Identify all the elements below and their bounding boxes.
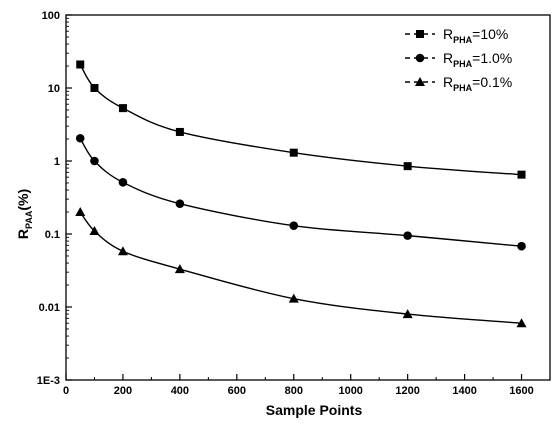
data-point — [516, 318, 527, 328]
series-line — [79, 137, 522, 247]
legend-label: RPHA=1.0% — [443, 50, 512, 69]
plot-border — [65, 14, 551, 381]
legend-label-sub: PHA — [453, 59, 473, 69]
data-point — [90, 156, 99, 166]
legend-label-rest: =0.1% — [472, 74, 512, 90]
series-line — [79, 64, 522, 176]
y-tick-label: 10 — [48, 83, 60, 95]
series-layer — [75, 60, 527, 328]
x-tick-label: 1400 — [452, 385, 476, 397]
data-point — [517, 241, 526, 251]
x-axis: 0 200 400 600 800 1000 1200 1400 1600 — [63, 374, 534, 397]
data-point — [289, 221, 299, 230]
data-point — [174, 264, 185, 274]
x-tick-label: 1000 — [338, 385, 362, 397]
legend-label-sub: PHA — [453, 83, 473, 93]
y-axis-title-main: R — [15, 229, 31, 239]
series-circle — [75, 133, 526, 251]
data-point — [75, 133, 85, 143]
y-tick-label: 100 — [42, 10, 60, 22]
data-point — [175, 199, 185, 209]
x-tick-label: 600 — [228, 385, 246, 397]
y-axis-title-unit: (%) — [15, 189, 31, 211]
y-axis: 1E-3 0.01 0.1 1 10 100 — [37, 10, 72, 387]
legend-label-main: R — [443, 74, 453, 90]
plot-frame — [65, 14, 551, 381]
series-triangle — [75, 207, 527, 328]
y-tick-label: 0.1 — [45, 229, 60, 241]
legend-marker — [416, 30, 424, 38]
data-point — [90, 84, 99, 92]
data-point — [118, 104, 127, 113]
legend-marker — [415, 53, 425, 63]
legend-label: RPHA=10% — [443, 26, 508, 45]
data-point — [288, 293, 299, 303]
y-axis-title-sub: PAA — [24, 210, 34, 229]
legend: RPHA=10%RPHA=1.0%RPHA=0.1% — [405, 26, 512, 93]
legend-item: RPHA=0.1% — [405, 74, 512, 93]
legend-item: RPHA=10% — [405, 26, 508, 45]
data-point — [117, 246, 128, 256]
data-point — [75, 207, 86, 217]
series-line — [79, 211, 522, 324]
data-point — [89, 225, 100, 235]
data-point — [517, 170, 526, 179]
x-tick-label: 1200 — [395, 385, 419, 397]
legend-label-rest: =1.0% — [472, 50, 512, 66]
legend-label-rest: =10% — [472, 26, 508, 42]
y-axis-title: RPAA(%) — [15, 189, 34, 239]
legend-label-sub: PHA — [453, 35, 473, 45]
series-square — [76, 60, 526, 179]
legend-label-main: R — [443, 26, 453, 42]
data-point — [403, 231, 412, 240]
x-tick-label: 200 — [114, 385, 132, 397]
data-point — [76, 60, 85, 69]
x-axis-title: Sample Points — [266, 402, 363, 418]
x-tick-label: 0 — [63, 385, 69, 397]
data-point — [175, 127, 184, 136]
legend-item: RPHA=1.0% — [405, 50, 512, 69]
legend-marker — [415, 77, 425, 86]
y-tick-label: 1 — [54, 156, 60, 168]
data-point — [402, 309, 413, 319]
legend-label: RPHA=0.1% — [443, 74, 512, 93]
data-point — [403, 162, 412, 171]
x-tick-label: 1600 — [509, 385, 533, 397]
data-point — [118, 178, 128, 187]
y-tick-label: 0.01 — [39, 302, 60, 314]
data-point — [289, 148, 298, 157]
x-tick-label: 800 — [285, 385, 303, 397]
legend-label-main: R — [443, 50, 453, 66]
y-tick-label: 1E-3 — [37, 375, 60, 387]
x-tick-label: 400 — [171, 385, 189, 397]
